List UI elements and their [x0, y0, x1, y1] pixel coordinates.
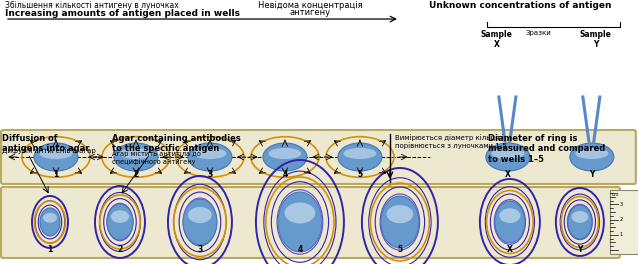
Text: Sample
Y: Sample Y — [580, 30, 612, 49]
Text: Агар містить антитіла до
специфічного антигену: Агар містить антитіла до специфічного ан… — [112, 150, 201, 165]
Text: Unknown concentrations of antigen: Unknown concentrations of antigen — [429, 1, 611, 10]
Text: 3: 3 — [620, 202, 623, 207]
Text: Y: Y — [589, 170, 595, 179]
Text: 1: 1 — [54, 170, 59, 179]
Ellipse shape — [572, 211, 588, 223]
Ellipse shape — [193, 148, 226, 159]
Ellipse shape — [278, 192, 322, 252]
FancyBboxPatch shape — [1, 187, 620, 258]
FancyBboxPatch shape — [610, 190, 638, 254]
Ellipse shape — [338, 143, 382, 171]
Ellipse shape — [34, 143, 78, 171]
Ellipse shape — [568, 205, 592, 239]
Text: Sample
X: Sample X — [481, 30, 513, 49]
Ellipse shape — [40, 148, 73, 159]
Ellipse shape — [114, 143, 158, 171]
Ellipse shape — [387, 205, 413, 223]
Text: 2: 2 — [620, 217, 623, 222]
Ellipse shape — [486, 143, 530, 171]
Text: 4: 4 — [297, 245, 302, 254]
Ellipse shape — [107, 204, 133, 240]
Ellipse shape — [188, 207, 212, 223]
Text: Невідома концентрація: Невідома концентрація — [258, 1, 362, 10]
Text: Вимірюється діаметр кільця і
порівнюється з луночками 1-5: Вимірюється діаметр кільця і порівнюєтьс… — [395, 134, 507, 149]
Ellipse shape — [269, 148, 301, 159]
FancyBboxPatch shape — [1, 130, 636, 184]
Text: антигену: антигену — [290, 8, 330, 17]
Text: Agar containing antibodies
to the specific antigen: Agar containing antibodies to the specif… — [112, 134, 241, 153]
Ellipse shape — [111, 210, 129, 223]
Ellipse shape — [183, 199, 217, 245]
Text: 3: 3 — [207, 170, 212, 179]
Text: Зразки: Зразки — [526, 30, 552, 36]
Text: Diffusion of
antigens into agar: Diffusion of antigens into agar — [2, 134, 89, 153]
Text: Збільшення кількості антигену в луночках: Збільшення кількості антигену в луночках — [5, 1, 179, 10]
Text: 3: 3 — [197, 245, 203, 254]
Text: 5: 5 — [357, 170, 362, 179]
Ellipse shape — [40, 208, 60, 236]
Ellipse shape — [119, 148, 152, 159]
Ellipse shape — [491, 148, 524, 159]
Ellipse shape — [43, 213, 57, 223]
Ellipse shape — [500, 208, 521, 223]
Text: X: X — [507, 245, 513, 254]
Text: 1: 1 — [620, 232, 623, 237]
Text: Diameter of ring is
measured and compared
to wells 1–5: Diameter of ring is measured and compare… — [488, 134, 605, 164]
Text: 2: 2 — [133, 170, 138, 179]
Text: Y: Y — [577, 245, 582, 254]
Ellipse shape — [495, 201, 525, 243]
Text: Дифузія антигенів в агар: Дифузія антигенів в агар — [2, 148, 96, 155]
Ellipse shape — [381, 196, 419, 248]
Text: 5: 5 — [397, 245, 403, 254]
Text: 1: 1 — [47, 245, 52, 254]
Ellipse shape — [575, 148, 609, 159]
Ellipse shape — [263, 143, 307, 171]
Text: cm: cm — [612, 192, 619, 197]
Ellipse shape — [285, 202, 315, 224]
Ellipse shape — [188, 143, 232, 171]
Text: X: X — [505, 170, 511, 179]
Ellipse shape — [343, 148, 376, 159]
Text: 2: 2 — [117, 245, 122, 254]
Text: Increasing amounts of antigen placed in wells: Increasing amounts of antigen placed in … — [5, 9, 240, 18]
Text: 4: 4 — [282, 170, 288, 179]
Ellipse shape — [570, 143, 614, 171]
